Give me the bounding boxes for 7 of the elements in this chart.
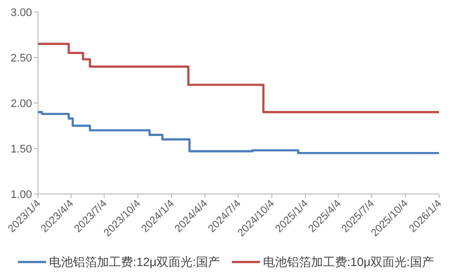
y-tick-label: 3.00: [10, 7, 32, 19]
y-tick-label: 2.50: [10, 52, 32, 64]
legend-label: 电池铝箔加工费:10μ双面光:国产: [262, 255, 434, 269]
legend-label: 电池铝箔加工费:12μ双面光:国产: [49, 255, 220, 269]
y-tick-label: 1.50: [10, 144, 32, 156]
y-tick-label: 1.00: [10, 189, 32, 201]
y-tick-label: 2.00: [10, 98, 32, 110]
